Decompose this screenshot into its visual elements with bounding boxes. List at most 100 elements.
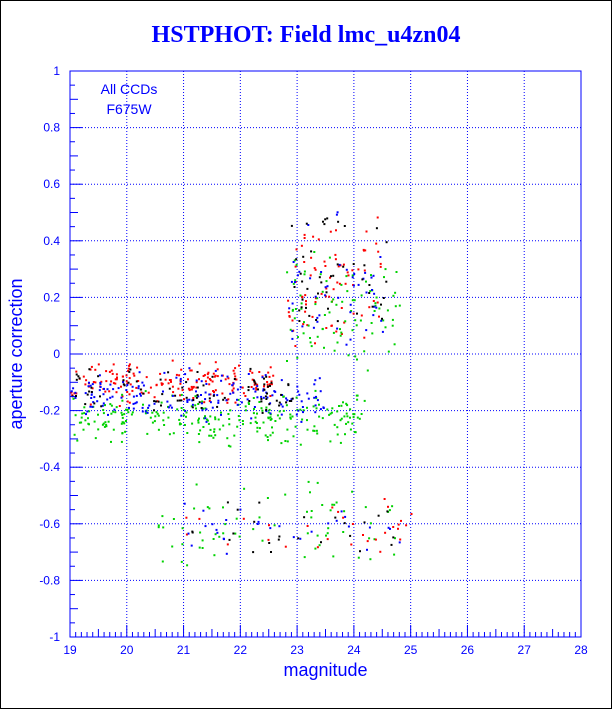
data-point <box>88 381 90 384</box>
data-point <box>126 391 129 393</box>
data-point <box>253 406 256 408</box>
data-point <box>316 399 319 402</box>
data-point <box>99 383 102 385</box>
data-point <box>327 522 330 525</box>
data-point <box>87 385 90 388</box>
data-point <box>223 396 226 399</box>
data-point <box>299 272 302 275</box>
data-point <box>372 300 375 302</box>
y-axis-label: aperture correction <box>6 278 26 429</box>
data-point <box>84 403 87 406</box>
data-point <box>211 380 214 383</box>
y-tick-label: -0.4 <box>39 460 60 474</box>
data-point <box>352 263 355 265</box>
data-point <box>265 406 268 409</box>
data-point <box>161 560 164 563</box>
data-point <box>90 386 93 389</box>
data-point <box>255 422 258 424</box>
data-point <box>266 396 269 399</box>
data-point <box>131 389 134 392</box>
data-point <box>205 418 208 421</box>
data-point <box>342 531 345 533</box>
data-point <box>261 411 264 414</box>
data-point <box>340 283 343 286</box>
data-point <box>326 532 329 535</box>
data-point <box>269 395 272 397</box>
data-point <box>256 385 259 388</box>
data-point <box>330 324 333 327</box>
data-point <box>334 258 337 261</box>
data-point <box>131 385 134 388</box>
data-point <box>225 399 228 402</box>
data-point <box>204 417 207 420</box>
data-point <box>168 387 171 390</box>
y-tick-label: 0.2 <box>43 290 60 304</box>
data-point <box>208 378 211 380</box>
data-point <box>269 366 272 369</box>
data-point <box>200 402 203 405</box>
data-point <box>84 383 87 386</box>
data-point <box>128 364 131 367</box>
data-point <box>269 418 272 421</box>
data-point <box>248 400 251 402</box>
data-point <box>330 275 332 278</box>
data-point <box>85 413 87 416</box>
data-point <box>260 407 263 410</box>
data-point <box>78 377 81 380</box>
data-point <box>293 317 296 320</box>
data-point <box>337 510 340 513</box>
data-point <box>294 345 297 347</box>
data-point <box>171 359 174 362</box>
data-point <box>285 401 288 404</box>
data-point <box>256 426 259 429</box>
data-point <box>83 406 86 409</box>
data-point <box>196 371 199 373</box>
data-point <box>155 384 158 387</box>
data-point <box>90 397 93 399</box>
data-point <box>301 418 304 421</box>
data-point <box>162 390 164 393</box>
data-point <box>310 256 313 259</box>
data-point <box>99 395 101 398</box>
data-point <box>324 286 327 289</box>
data-point <box>85 379 88 382</box>
data-point <box>289 413 292 416</box>
y-tick-label: 0.6 <box>43 177 60 191</box>
data-point <box>314 303 317 306</box>
data-point <box>182 414 185 417</box>
data-point <box>371 305 374 308</box>
data-point <box>286 428 289 431</box>
data-point <box>160 404 162 407</box>
data-point <box>306 532 309 535</box>
data-point <box>220 411 222 414</box>
data-point <box>278 417 281 420</box>
data-point <box>314 379 317 382</box>
data-point <box>129 383 132 386</box>
data-point <box>313 251 316 253</box>
data-point <box>196 386 199 389</box>
data-point <box>300 306 303 309</box>
data-point <box>366 548 368 551</box>
data-point <box>125 374 128 377</box>
data-point <box>94 437 97 440</box>
data-point <box>192 399 195 401</box>
data-point <box>236 425 239 428</box>
data-point <box>303 556 306 559</box>
data-point <box>231 384 234 387</box>
data-point <box>202 384 205 387</box>
data-point <box>198 417 200 420</box>
data-point <box>316 316 319 319</box>
data-point <box>294 308 297 310</box>
data-point <box>121 375 124 378</box>
data-point <box>312 429 315 432</box>
data-point <box>171 385 174 388</box>
data-point <box>208 434 211 437</box>
data-point <box>175 373 178 376</box>
y-tick-label: 1 <box>53 64 60 78</box>
data-point <box>190 388 193 391</box>
data-point <box>75 370 78 373</box>
data-point <box>357 283 360 286</box>
data-point <box>364 249 367 252</box>
data-point <box>313 425 316 428</box>
data-point <box>318 403 320 406</box>
